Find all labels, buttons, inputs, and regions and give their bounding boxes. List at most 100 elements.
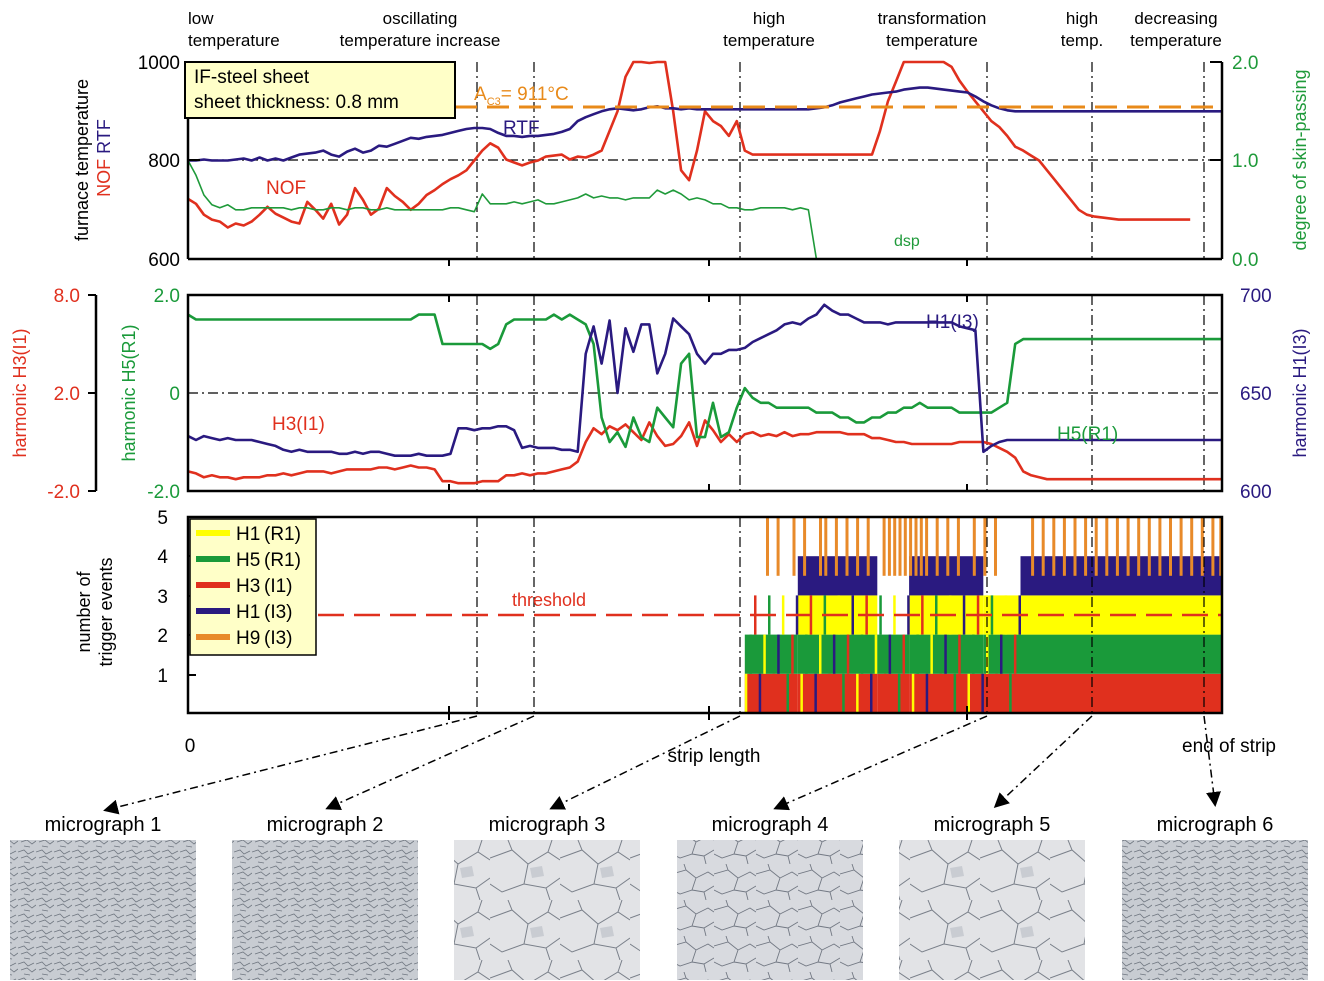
trigger-stripe-6 [772,673,776,713]
micrograph-3-label: micrograph 3 [488,814,606,836]
trigger-stripe-0 [744,673,748,713]
trigger-stripe-22 [846,634,850,674]
micrograph-2-image [232,840,418,980]
trigger-stripe-16 [819,634,822,674]
dsp-label: dsp [894,233,920,250]
h3-series-label: H3(I1) [272,414,325,435]
trigger-spike-h9-21 [956,517,960,576]
trigger-stripe-24 [856,673,859,713]
trigger-stripe-52 [986,634,989,674]
h3-tick-8: 8.0 [54,286,80,307]
top-panel-grid [188,62,1222,259]
legend-item-4-src: (I3) [264,602,293,623]
legend-swatch-h1i3 [196,608,230,614]
h1-tick-650: 650 [1240,384,1272,405]
trigger-spike-h9-41 [1200,517,1204,576]
bot-tick-3: 3 [157,587,168,608]
legend-item-1-src: (R1) [264,524,301,545]
h1-series-label: H1(I3) [926,312,979,333]
info-box [184,61,456,119]
trigger-bar-h5-r1-seg-0 [744,634,798,674]
h5-axis-label: harmonic H5(R1) [119,324,139,461]
trigger-stripe-48 [967,673,970,713]
x-start-label: 0 [185,736,196,757]
micrograph-5-image [899,840,1085,980]
trigger-stripe-51 [981,673,984,713]
top-left-tick-600: 600 [148,250,180,271]
micrograph-5-label: micrograph 5 [933,814,1051,836]
micrograph-2-label: micrograph 2 [266,814,384,836]
arrow-5 [993,715,1093,809]
trigger-stripe-7 [777,634,780,674]
trigger-spike-h9-38 [1169,517,1172,576]
trigger-spike-h9-5 [824,517,828,576]
top-right-tick-0: 0.0 [1232,250,1258,271]
trigger-spike-h9-11 [887,517,891,576]
bot-axis-label-1: number of [74,570,94,652]
legend-item-2-name: H5 [236,550,260,571]
info-line-2: sheet thickness: 0.8 mm [194,92,399,113]
ac3-label: AC3= 911°C [474,84,569,108]
series-h5-r1-line [187,313,1222,449]
h1-tick-700: 700 [1240,286,1272,307]
trigger-stripe-37 [916,634,919,674]
top-right-tick-2: 2.0 [1232,53,1258,74]
legend-swatch-h9i3 [196,634,230,640]
trigger-spike-h9-1 [776,517,780,576]
trigger-stripe-18 [828,673,831,713]
phase-hightemp-2: temp. [1061,31,1104,50]
bot-tick-1: 1 [157,666,168,687]
trigger-bar-h3-i1-seg-0 [744,673,798,713]
trigger-spike-h9-42 [1211,517,1215,576]
micrograph-4-label: micrograph 4 [711,814,829,836]
phase-decr-1: decreasing [1134,9,1217,28]
legend-swatch-h1r1 [196,530,230,536]
h5-tick-neg2: -2.0 [147,482,180,503]
trigger-spike-h9-9 [866,517,870,576]
bot-tick-2: 2 [157,626,168,647]
phase-high-2: temperature [723,31,815,50]
trigger-spike-h9-39 [1179,517,1183,576]
trigger-stripe-19 [832,634,836,674]
trigger-stripe-8 [781,595,785,635]
trigger-stripe-23 [851,595,854,635]
trigger-spike-h9-36 [1147,517,1151,576]
h3-tick-neg2: -2.0 [47,482,80,503]
series-rtf-line [188,86,1222,162]
trigger-stripe-9 [786,673,789,713]
trigger-bar-h3-i1-seg-5 [1020,673,1222,713]
h5-tick-2: 2.0 [154,286,180,307]
trigger-spike-h9-37 [1158,517,1162,576]
trigger-stripe-10 [791,634,794,674]
mid-panel-grid [188,295,1222,491]
legend-item-3-src: (I1) [264,576,293,597]
top-left-tick-800: 800 [148,151,180,172]
legend-swatch-h3i1 [196,582,230,588]
h3-axis-label: harmonic H3(I1) [10,328,30,457]
micrograph-4-image [677,840,863,980]
trigger-spike-h9-7 [845,517,849,576]
series-h1-i3-line [187,303,1222,458]
micrograph-1-label: micrograph 1 [44,814,162,836]
series-dsp-line [187,160,1222,260]
trigger-spike-h9-16 [914,517,918,576]
legend-swatch-h5r1 [196,556,230,562]
trigger-stripe-49 [972,634,975,674]
trigger-stripe-15 [814,673,817,713]
trigger-spike-h9-0 [766,517,769,576]
legend-item-3-name: H3 [236,576,260,597]
trigger-stripe-31 [888,634,892,674]
trigger-spike-h9-6 [834,517,838,576]
legend-item-5-src: (I3) [264,628,293,649]
trigger-spike-h9-32 [1105,517,1109,576]
trigger-legend: H1 (R1) H5 (R1) H3 (I1) H1 (I3) H9 (I3) [189,518,317,656]
micrograph-6-label: micrograph 6 [1156,814,1274,836]
phase-low-2: temperature [188,31,280,50]
trigger-stripe-33 [897,673,901,713]
phase-hightemp-1: high [1066,9,1098,28]
trigger-spike-h9-8 [856,517,860,576]
trigger-stripe-13 [805,634,808,674]
trigger-bar-h5-r1-seg-5 [1020,634,1222,674]
trigger-spike-h9-29 [1073,517,1077,576]
h3-tick-2: 2.0 [54,384,80,405]
